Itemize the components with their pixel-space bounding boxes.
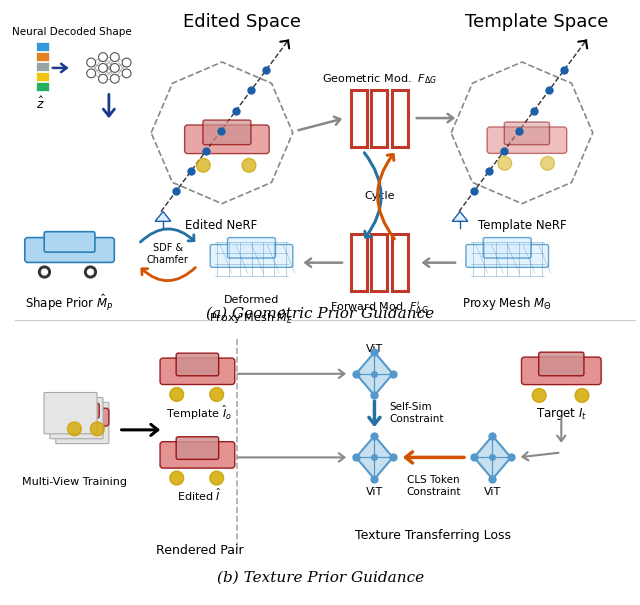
Circle shape [122,58,131,67]
Text: Deformed
Proxy Mesh $\hat{M}_E$: Deformed Proxy Mesh $\hat{M}_E$ [209,295,294,326]
FancyBboxPatch shape [160,442,235,468]
Polygon shape [356,436,393,479]
FancyBboxPatch shape [44,232,95,252]
FancyBboxPatch shape [487,127,567,154]
Bar [371,90,387,146]
Circle shape [242,159,256,172]
Circle shape [110,64,119,73]
FancyBboxPatch shape [50,397,103,439]
Text: Template NeRF: Template NeRF [477,220,566,232]
Circle shape [99,74,108,83]
Polygon shape [474,436,511,479]
Bar [392,234,408,291]
Text: Template $\hat{I}_o$: Template $\hat{I}_o$ [166,404,232,422]
Text: Geometric Mod.  $F_{\Delta G}$: Geometric Mod. $F_{\Delta G}$ [322,72,437,86]
Circle shape [498,157,511,170]
Circle shape [68,422,81,436]
Bar [392,90,408,146]
Text: Rendered Pair: Rendered Pair [156,544,243,557]
Circle shape [84,266,97,278]
Text: Template Space: Template Space [465,13,609,31]
Bar [36,82,49,91]
FancyBboxPatch shape [176,353,219,376]
Text: Shape Prior $\hat{M}_P$: Shape Prior $\hat{M}_P$ [25,292,114,313]
Bar [36,52,49,61]
Text: Target $I_t$: Target $I_t$ [536,407,587,422]
Bar [351,90,367,146]
FancyBboxPatch shape [210,244,293,267]
Bar [36,42,49,51]
Text: ViT: ViT [366,487,383,497]
Text: Proxy Mesh $M_{\Theta}$: Proxy Mesh $M_{\Theta}$ [462,295,552,312]
Circle shape [210,471,223,485]
Circle shape [541,157,554,170]
Circle shape [99,64,108,73]
Polygon shape [356,352,393,396]
Circle shape [99,53,108,62]
Text: Edited NeRF: Edited NeRF [185,220,257,232]
Text: Edited $\hat{I}$: Edited $\hat{I}$ [177,487,221,503]
Circle shape [196,159,210,172]
Text: Edited Space: Edited Space [182,13,301,31]
Circle shape [90,422,104,436]
FancyBboxPatch shape [44,393,97,434]
Circle shape [575,388,589,402]
FancyBboxPatch shape [203,120,251,145]
FancyBboxPatch shape [184,125,269,154]
Text: ViT: ViT [366,344,383,355]
Polygon shape [452,212,468,221]
Circle shape [110,74,119,83]
FancyBboxPatch shape [74,404,99,418]
Text: CLS Token
Constraint: CLS Token Constraint [406,475,461,497]
Text: (a) Geometric Prior Guidance: (a) Geometric Prior Guidance [206,307,435,321]
Circle shape [38,266,51,278]
Text: ViT: ViT [484,487,501,497]
FancyBboxPatch shape [539,352,584,376]
FancyBboxPatch shape [227,238,275,258]
Polygon shape [155,212,171,221]
FancyBboxPatch shape [504,122,550,145]
Text: $\hat{z}$: $\hat{z}$ [36,96,44,111]
Text: (b) Texture Prior Guidance: (b) Texture Prior Guidance [217,571,424,584]
Circle shape [170,388,184,401]
Bar [371,234,387,291]
Circle shape [87,58,95,67]
Circle shape [170,471,184,485]
Text: Cycle: Cycle [364,191,395,201]
Circle shape [210,388,223,401]
Text: Self-Sim
Constraint: Self-Sim Constraint [389,402,444,424]
Bar [351,234,367,291]
Text: Forward Mod. $F^{\prime}_{\Delta G}$: Forward Mod. $F^{\prime}_{\Delta G}$ [330,300,429,316]
FancyBboxPatch shape [63,408,109,426]
Circle shape [122,69,131,78]
Circle shape [87,69,95,78]
FancyBboxPatch shape [25,238,115,263]
Text: Multi-View Training: Multi-View Training [22,477,127,487]
Circle shape [88,269,93,275]
Text: SDF &
Chamfer: SDF & Chamfer [147,243,189,264]
Circle shape [110,53,119,62]
FancyBboxPatch shape [160,358,235,385]
FancyBboxPatch shape [483,238,531,258]
Circle shape [532,388,546,402]
Bar [36,72,49,80]
Bar [36,62,49,71]
FancyBboxPatch shape [466,244,548,267]
FancyBboxPatch shape [176,437,219,459]
Text: Neural Decoded Shape: Neural Decoded Shape [12,27,131,37]
FancyBboxPatch shape [522,357,601,385]
Text: Texture Transferring Loss: Texture Transferring Loss [355,529,511,542]
FancyBboxPatch shape [56,402,109,443]
Circle shape [42,269,47,275]
